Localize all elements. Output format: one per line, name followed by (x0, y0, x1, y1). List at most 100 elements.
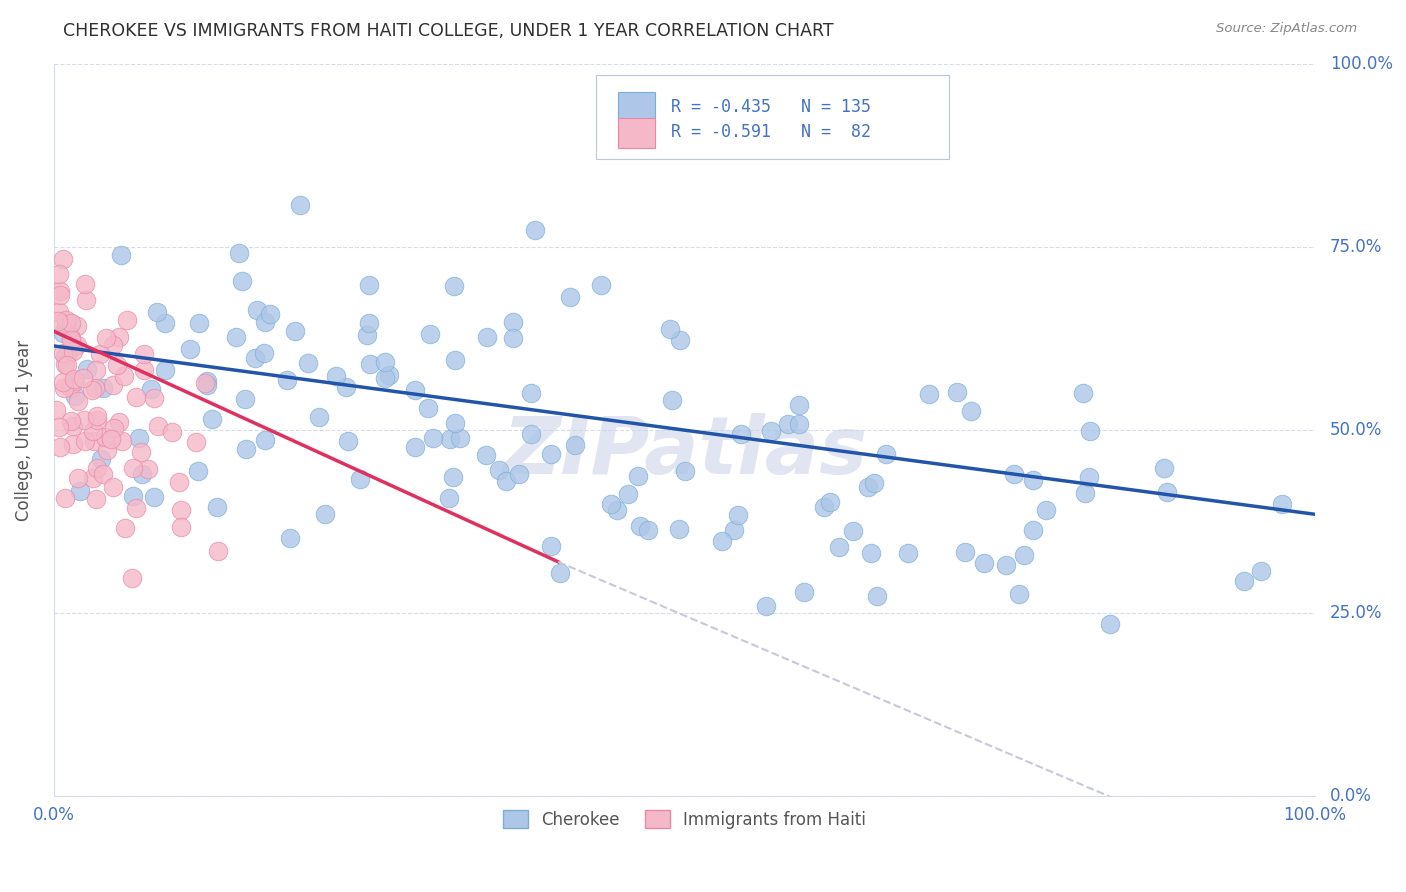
Point (548, 566, 571, 581)
Point (62, 340, 84, 354)
Point (121, 489, 143, 503)
Point (1035, 503, 1057, 517)
Point (132, 363, 155, 377)
Point (82, 424, 104, 438)
Point (207, 543, 229, 558)
Point (278, 531, 301, 545)
Point (1008, 587, 1031, 601)
Point (105, 358, 128, 372)
Point (606, 503, 628, 517)
Point (252, 346, 274, 360)
Point (84, 362, 107, 376)
Point (787, 398, 810, 412)
Text: ZIPatlas: ZIPatlas (502, 413, 868, 491)
Point (55, 318, 77, 332)
Point (167, 475, 190, 489)
Point (195, 377, 218, 392)
Point (297, 356, 319, 370)
Point (83, 381, 105, 395)
Point (778, 417, 800, 432)
Point (62, 437, 84, 451)
Text: R = -0.591   N =  82: R = -0.591 N = 82 (671, 123, 870, 141)
Point (475, 448, 498, 462)
Point (1099, 617, 1122, 632)
Point (502, 315, 524, 329)
Point (953, 545, 976, 559)
Point (48, 304, 70, 318)
Point (235, 442, 257, 457)
Point (49, 287, 72, 301)
Point (60, 331, 83, 345)
Point (125, 390, 148, 404)
Point (72, 370, 94, 384)
Point (1271, 497, 1294, 511)
Point (730, 427, 752, 442)
Point (1233, 574, 1256, 588)
Point (727, 508, 749, 522)
Point (179, 342, 201, 356)
Point (205, 500, 228, 514)
Point (101, 480, 124, 494)
Point (94, 331, 117, 345)
Point (141, 382, 163, 396)
Point (1071, 386, 1094, 401)
Point (668, 522, 690, 536)
Point (1078, 470, 1101, 484)
Point (359, 316, 381, 330)
Point (132, 347, 155, 361)
Point (66, 337, 89, 351)
Point (437, 491, 460, 505)
Point (48, 267, 70, 281)
Point (52, 346, 75, 360)
Point (918, 387, 941, 401)
Point (160, 425, 183, 440)
Point (187, 464, 209, 478)
Point (626, 468, 648, 483)
Point (959, 404, 981, 418)
Point (793, 584, 815, 599)
Point (138, 462, 160, 476)
Point (1074, 485, 1097, 500)
Point (359, 357, 381, 371)
Text: 25.0%: 25.0% (1330, 604, 1382, 622)
Point (439, 432, 461, 446)
Point (73, 277, 96, 292)
Point (502, 331, 524, 345)
Point (62, 419, 84, 434)
Point (325, 368, 347, 383)
Point (114, 520, 136, 534)
Point (153, 316, 176, 330)
Text: 75.0%: 75.0% (1330, 238, 1382, 256)
Point (75, 434, 97, 449)
Point (973, 557, 995, 571)
Point (540, 447, 562, 461)
Point (416, 401, 439, 416)
Point (290, 197, 312, 211)
Point (419, 326, 441, 341)
Point (254, 316, 277, 330)
Point (131, 467, 153, 482)
Text: Source: ZipAtlas.com: Source: ZipAtlas.com (1216, 22, 1357, 36)
Point (96, 442, 118, 457)
Point (488, 463, 510, 477)
Point (76, 362, 98, 376)
Point (520, 426, 543, 441)
Point (308, 409, 330, 424)
Point (443, 279, 465, 293)
FancyBboxPatch shape (596, 75, 949, 160)
Point (233, 392, 256, 407)
Point (111, 434, 134, 449)
Point (711, 533, 734, 548)
Point (86, 461, 108, 475)
Point (378, 368, 401, 383)
Point (1002, 467, 1025, 481)
Point (146, 305, 169, 319)
Point (673, 464, 696, 478)
Point (59, 414, 82, 428)
Point (155, 363, 177, 377)
Point (66, 319, 89, 334)
Point (284, 324, 307, 338)
Point (188, 317, 211, 331)
Point (1014, 548, 1036, 562)
Point (129, 444, 152, 458)
